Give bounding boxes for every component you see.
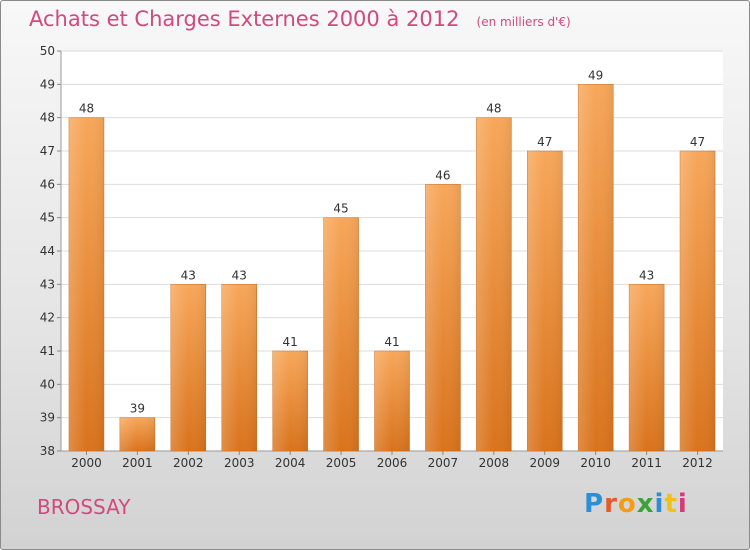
x-tick-label: 2001 xyxy=(122,456,153,470)
y-tick-label: 41 xyxy=(40,344,55,358)
bar-shine xyxy=(629,284,665,451)
logo-letter: P xyxy=(584,489,605,519)
bar-shine xyxy=(680,151,716,451)
y-tick-label: 46 xyxy=(40,177,55,191)
bar-shine xyxy=(527,151,563,451)
y-tick-label: 39 xyxy=(40,411,55,425)
x-tick-label: 2005 xyxy=(326,456,357,470)
bar-shine xyxy=(68,117,104,452)
data-label: 43 xyxy=(639,268,654,282)
x-tick-label: 2000 xyxy=(71,456,102,470)
y-tick-label: 50 xyxy=(40,44,55,58)
chart-title: Achats et Charges Externes 2000 à 2012 xyxy=(29,7,460,31)
bar-shine xyxy=(425,184,461,452)
y-tick-label: 49 xyxy=(40,77,55,91)
x-tick-label: 2002 xyxy=(173,456,204,470)
location-name: BROSSAY xyxy=(37,495,131,519)
x-tick-label: 2009 xyxy=(529,456,560,470)
data-label: 45 xyxy=(333,202,348,216)
x-tick-label: 2010 xyxy=(580,456,611,470)
x-tick-label: 2004 xyxy=(275,456,306,470)
data-label: 43 xyxy=(232,268,247,282)
x-tick-label: 2007 xyxy=(428,456,459,470)
y-tick-label: 42 xyxy=(40,311,55,325)
y-tick-label: 47 xyxy=(40,144,55,158)
bar-shine xyxy=(170,284,206,451)
data-label: 39 xyxy=(130,402,145,416)
y-tick-label: 44 xyxy=(40,244,55,258)
logo-letter: o xyxy=(617,489,637,519)
data-label: 41 xyxy=(283,335,298,349)
x-tick-label: 2006 xyxy=(377,456,408,470)
proxiti-logo[interactable]: Proxiti xyxy=(584,489,688,519)
bar-shine xyxy=(476,117,512,452)
y-tick-label: 45 xyxy=(40,211,55,225)
y-tick-label: 40 xyxy=(40,377,55,391)
data-label: 48 xyxy=(486,102,501,116)
logo-letter: t xyxy=(664,489,678,519)
data-label: 49 xyxy=(588,68,603,82)
data-label: 47 xyxy=(690,135,705,149)
chart-unit: (en milliers d'€) xyxy=(476,15,571,29)
x-tick-label: 2003 xyxy=(224,456,255,470)
logo-letter: x xyxy=(636,489,655,519)
bar-shine xyxy=(374,351,410,451)
x-tick-label: 2011 xyxy=(631,456,662,470)
x-tick-label: 2012 xyxy=(682,456,713,470)
bar-shine xyxy=(119,417,155,451)
bar-shine xyxy=(221,284,257,451)
y-tick-label: 48 xyxy=(40,111,55,125)
logo-letter: i xyxy=(654,489,665,519)
data-label: 43 xyxy=(181,268,196,282)
bar-shine xyxy=(272,351,308,451)
data-label: 41 xyxy=(384,335,399,349)
data-label: 46 xyxy=(435,168,450,182)
data-label: 48 xyxy=(79,102,94,116)
data-label: 47 xyxy=(537,135,552,149)
y-tick-label: 43 xyxy=(40,277,55,291)
bar-shine xyxy=(323,217,359,451)
bar-shine xyxy=(578,84,614,451)
logo-letter: i xyxy=(677,489,688,519)
logo-letter: r xyxy=(604,489,618,519)
x-tick-label: 2008 xyxy=(479,456,510,470)
title-row: Achats et Charges Externes 2000 à 2012 (… xyxy=(29,7,571,31)
y-tick-label: 38 xyxy=(40,444,55,458)
